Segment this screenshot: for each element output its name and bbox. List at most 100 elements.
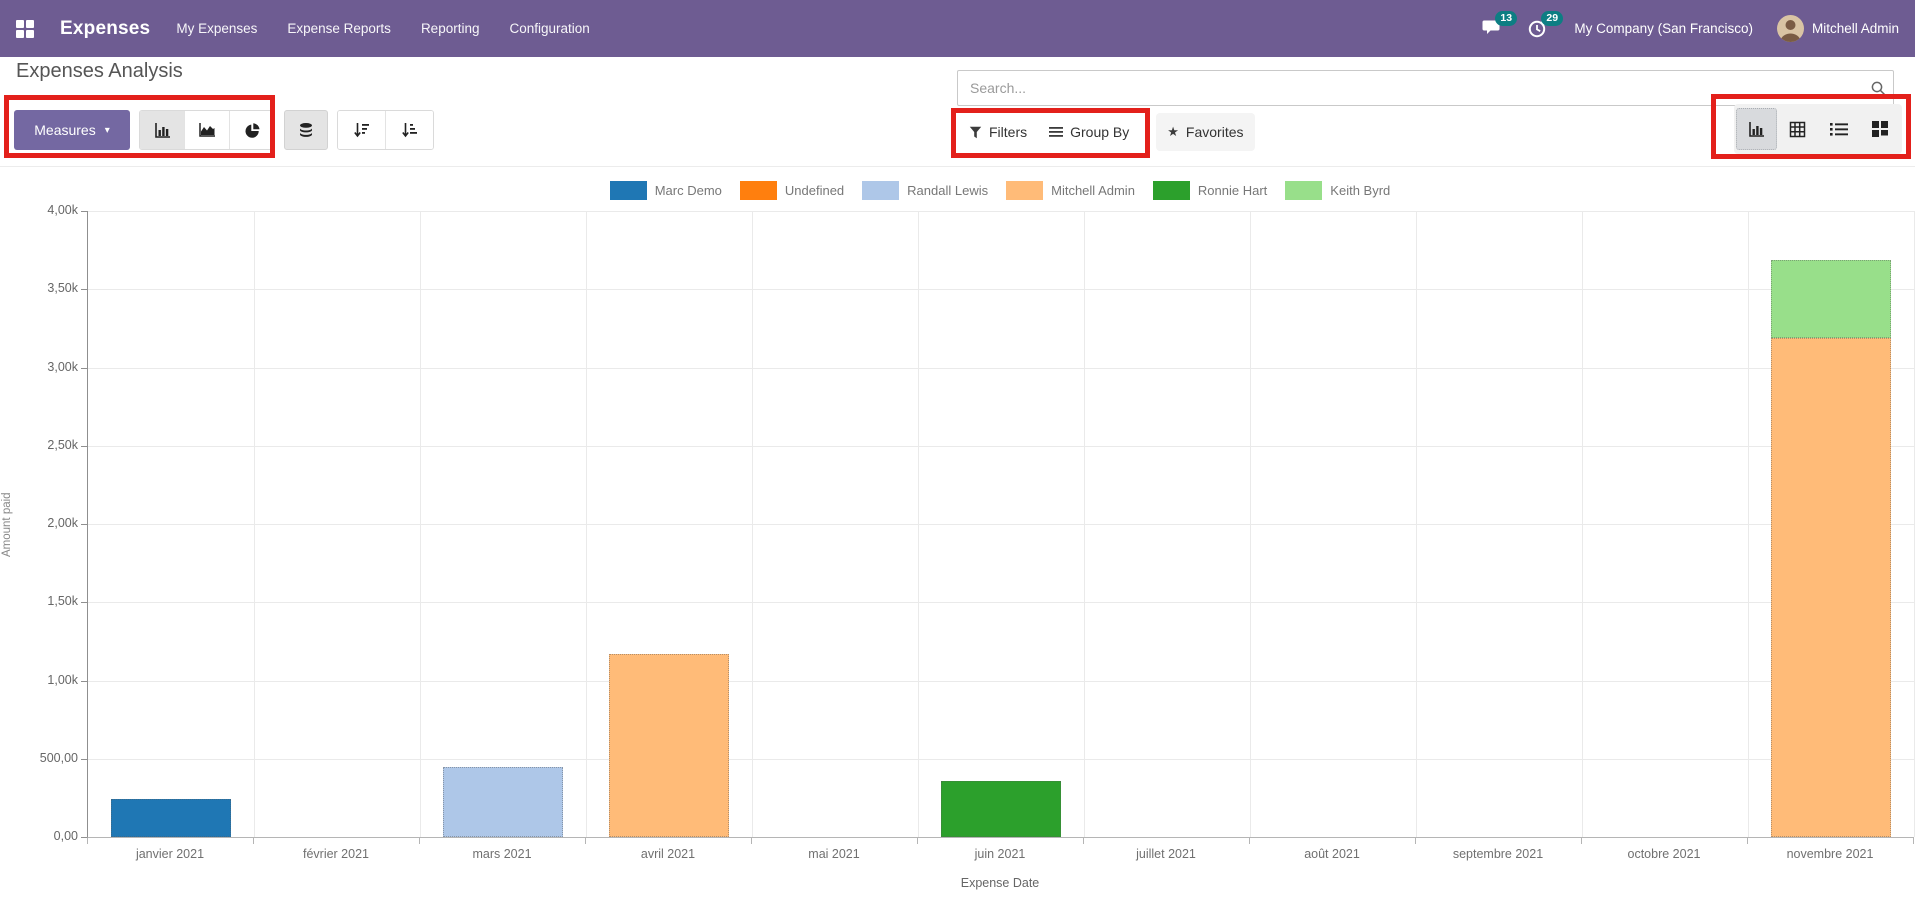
v-gridline: [752, 211, 753, 837]
favorites-button[interactable]: ★ Favorites: [1156, 113, 1255, 151]
y-tick-mark: [81, 289, 87, 291]
h-gridline: [88, 445, 1914, 447]
y-tick-label: 500,00: [39, 750, 78, 765]
app-brand[interactable]: Expenses: [60, 17, 151, 39]
y-tick-label: 1,50k: [47, 594, 78, 609]
y-tick-label: 4,00k: [47, 203, 78, 217]
y-tick-mark: [81, 367, 87, 369]
chart-legend: Marc Demo Undefined Randall Lewis Mitchell …: [87, 181, 1913, 200]
x-tick-mark: [1083, 838, 1084, 844]
search-bar: [957, 70, 1894, 106]
x-tick-label-ao-t-2021: août 2021: [1304, 847, 1360, 861]
pivot-view-button[interactable]: [1777, 108, 1818, 150]
bar-mitchell-admin-avril-2021[interactable]: [609, 653, 729, 837]
y-tick-label: 1,00k: [47, 672, 78, 687]
list-view-icon: [1829, 122, 1848, 136]
star-icon: ★: [1167, 124, 1179, 139]
filter-funnel-icon: [969, 126, 982, 138]
search-icon[interactable]: [1863, 80, 1893, 97]
x-tick-mark: [1249, 838, 1250, 844]
y-tick-label: 3,00k: [47, 359, 78, 374]
measures-label: Measures: [34, 122, 96, 138]
legend-label: Ronnie Hart: [1197, 183, 1268, 198]
h-gridline: [88, 367, 1914, 369]
sort-group: [337, 110, 434, 150]
legend-item-keith-byrd[interactable]: Keith Byrd: [1285, 181, 1390, 200]
user-menu[interactable]: Mitchell Admin: [1776, 15, 1899, 42]
h-gridline: [88, 289, 1914, 291]
activities-icon[interactable]: 29: [1528, 10, 1564, 39]
bar-keith-byrd-novembre-2021[interactable]: [1771, 259, 1891, 338]
x-tick-label-juillet-2021: juillet 2021: [1136, 847, 1196, 861]
list-view-button[interactable]: [1818, 108, 1859, 150]
x-tick-label-janvier-2021: janvier 2021: [135, 847, 205, 861]
area-chart-icon: [199, 123, 215, 137]
apps-grid-icon[interactable]: [16, 19, 34, 38]
v-gridline: [1250, 211, 1251, 837]
legend-label: Randall Lewis: [907, 183, 989, 198]
top-navbar: Expenses My Expenses Expense Reports Repor…: [0, 0, 1915, 57]
legend-item-undefined[interactable]: Undefined: [739, 181, 845, 200]
sort-asc-button[interactable]: [385, 111, 433, 149]
filters-label: Filters: [989, 124, 1028, 140]
filters-button[interactable]: Filters: [958, 113, 1038, 151]
x-tick-mark: [751, 838, 752, 844]
nav-item-expense-reports[interactable]: Expense Reports: [287, 21, 391, 36]
legend-label: Mitchell Admin: [1051, 183, 1135, 198]
sort-asc-icon: [402, 123, 417, 138]
y-tick-label: 0,00: [53, 829, 78, 843]
bar-chart-button[interactable]: [140, 111, 184, 149]
nav-item-my-expenses[interactable]: My Expenses: [176, 21, 258, 36]
legend-swatch: [609, 181, 647, 200]
legend-item-ronnie-hart[interactable]: Ronnie Hart: [1152, 181, 1268, 200]
x-tick-label-juin-2021: juin 2021: [974, 847, 1026, 861]
legend-item-mitchell-admin[interactable]: Mitchell Admin: [1006, 181, 1135, 200]
h-gridline: [88, 680, 1914, 682]
x-axis-title: Expense Date: [960, 876, 1040, 890]
apps-grid-square: [16, 19, 24, 28]
stacked-toggle-button[interactable]: [284, 110, 328, 150]
nav-item-reporting[interactable]: Reporting: [420, 21, 480, 36]
graph-view-button[interactable]: [1736, 108, 1777, 150]
nav-item-configuration[interactable]: Configuration: [509, 21, 590, 36]
pivot-view-icon: [1789, 121, 1806, 137]
legend-item-marc-demo[interactable]: Marc Demo: [609, 181, 722, 200]
pie-chart-button[interactable]: [229, 111, 274, 149]
page-title: Expenses Analysis: [16, 60, 183, 82]
sort-desc-button[interactable]: [338, 111, 385, 149]
line-chart-button[interactable]: [184, 111, 229, 149]
v-gridline: [1748, 211, 1749, 837]
legend-label: Undefined: [784, 183, 845, 198]
search-input[interactable]: [958, 80, 1863, 96]
messages-icon[interactable]: 13: [1482, 10, 1518, 39]
y-tick-mark: [81, 680, 87, 682]
bar-mitchell-admin-novembre-2021[interactable]: [1771, 337, 1891, 837]
y-tick-label: 3,50k: [47, 281, 78, 296]
v-gridline: [420, 211, 421, 837]
y-tick-label: 2,50k: [47, 437, 78, 452]
nav-menu: My Expenses Expense Reports Reporting Confi…: [176, 21, 589, 36]
x-tick-label-mai-2021: mai 2021: [808, 847, 860, 861]
legend-label: Marc Demo: [654, 183, 722, 198]
legend-item-randall-lewis[interactable]: Randall Lewis: [862, 181, 988, 200]
user-name: Mitchell Admin: [1811, 21, 1899, 36]
bar-randall-lewis-mars-2021[interactable]: [443, 766, 563, 837]
legend-swatch: [1006, 181, 1044, 200]
bar-ronnie-hart-juin-2021[interactable]: [941, 780, 1061, 837]
chart-type-group: [139, 110, 275, 150]
group-by-label: Group By: [1070, 124, 1130, 140]
kanban-view-button[interactable]: [1859, 108, 1900, 150]
favorites-label: Favorites: [1185, 124, 1244, 140]
legend-swatch: [1285, 181, 1323, 200]
v-gridline: [254, 211, 255, 837]
messages-badge: 13: [1495, 10, 1518, 27]
bar-marc-demo-janvier-2021[interactable]: [111, 799, 231, 837]
plot-area: [87, 211, 1915, 838]
pie-chart-icon: [245, 122, 259, 138]
company-switcher[interactable]: My Company (San Francisco): [1574, 21, 1753, 36]
measures-button[interactable]: Measures ▾: [14, 110, 130, 150]
x-tick-label-mars-2021: mars 2021: [472, 847, 532, 861]
group-by-button[interactable]: Group By: [1038, 113, 1140, 151]
x-tick-mark: [1913, 838, 1914, 844]
apps-grid-square: [26, 29, 34, 38]
